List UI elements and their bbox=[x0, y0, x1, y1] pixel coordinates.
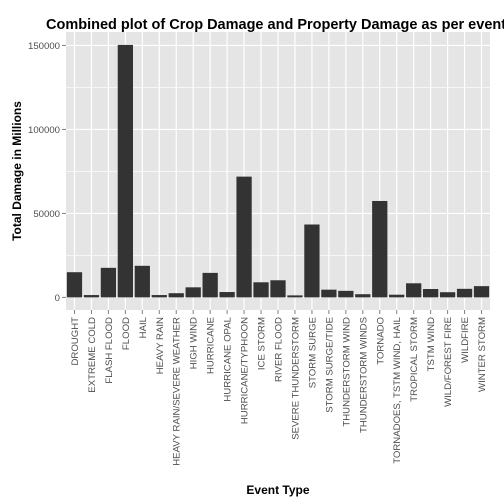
x-tick-label: STORM SURGE bbox=[307, 317, 318, 388]
bar bbox=[202, 272, 218, 298]
bar bbox=[423, 289, 439, 298]
bar bbox=[168, 293, 184, 298]
x-tick-label: THUNDERSTORM WINDS bbox=[358, 317, 369, 433]
x-axis-title: Event Type bbox=[246, 483, 309, 497]
bar bbox=[151, 295, 167, 298]
bar bbox=[219, 292, 235, 298]
bar bbox=[372, 200, 388, 298]
bar bbox=[83, 295, 100, 298]
bar bbox=[287, 295, 303, 298]
bar bbox=[236, 176, 252, 298]
bar bbox=[270, 280, 286, 298]
bar bbox=[389, 294, 405, 298]
x-tick-label: HURRICANE bbox=[206, 317, 217, 374]
y-axis-ticks: 0 50000 100000 150000 bbox=[28, 41, 66, 304]
x-tick-label: WINTER STORM bbox=[477, 317, 488, 392]
x-tick-label: STORM SURGE/TIDE bbox=[324, 317, 335, 413]
bar bbox=[253, 282, 269, 298]
bar bbox=[355, 294, 371, 298]
y-axis-title: Total Damage in Millions bbox=[10, 101, 24, 241]
x-tick-label: TROPICAL STORM bbox=[409, 317, 420, 402]
x-tick-label: ICE STORM bbox=[257, 317, 268, 370]
x-tick-label: THUNDERSTORM WIND bbox=[341, 317, 352, 427]
bar bbox=[134, 265, 150, 298]
chart-title: Combined plot of Crop Damage and Propert… bbox=[46, 17, 504, 33]
bar bbox=[338, 290, 354, 298]
x-tick-label: HEAVY RAIN bbox=[155, 317, 166, 374]
bars bbox=[66, 44, 490, 298]
x-tick-label: HURRICANE/TYPHOON bbox=[240, 317, 251, 424]
x-tick-label: DROUGHT bbox=[70, 317, 81, 366]
bar bbox=[473, 286, 490, 298]
x-axis-ticks: DROUGHT EXTREME COLD FLASH FLOOD FLOOD HAIL H… bbox=[70, 310, 488, 466]
bar bbox=[456, 288, 473, 298]
bar bbox=[66, 272, 83, 298]
bar bbox=[100, 267, 117, 298]
x-tick-label: HURRICANE OPAL bbox=[223, 316, 234, 401]
y-tick-label: 0 bbox=[55, 293, 60, 304]
y-tick-label: 50000 bbox=[33, 209, 60, 220]
x-tick-label: HAIL bbox=[138, 316, 149, 338]
bar bbox=[117, 44, 133, 298]
x-tick-label: HIGH WIND bbox=[189, 317, 200, 369]
x-tick-label: TSTM WIND bbox=[426, 317, 437, 371]
x-tick-label: WILDFIRE bbox=[460, 317, 471, 363]
x-tick-label: TORNADO bbox=[375, 317, 386, 365]
x-tick-label: EXTREME COLD bbox=[87, 317, 98, 393]
bar bbox=[406, 283, 422, 298]
x-tick-label: RIVER FLOOD bbox=[274, 317, 285, 382]
y-tick-label: 100000 bbox=[28, 125, 60, 136]
bar bbox=[439, 292, 456, 298]
x-tick-label: FLASH FLOOD bbox=[104, 317, 115, 384]
x-tick-label: FLOOD bbox=[121, 317, 132, 350]
y-tick-label: 150000 bbox=[28, 41, 60, 52]
bar bbox=[321, 289, 337, 298]
bar bbox=[304, 224, 320, 298]
bar bbox=[185, 287, 201, 298]
x-tick-label: TORNADOES, TSTM WIND, HAIL bbox=[392, 316, 403, 463]
x-tick-label: SEVERE THUNDERSTORM bbox=[290, 317, 301, 440]
x-tick-label: HEAVY RAIN/SEVERE WEATHER bbox=[172, 317, 183, 466]
x-tick-label: WILD/FOREST FIRE bbox=[443, 317, 454, 407]
